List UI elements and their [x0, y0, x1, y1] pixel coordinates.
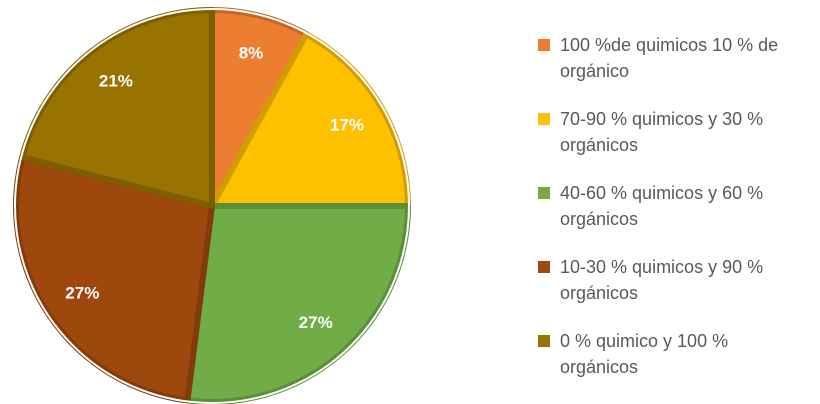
data-label: 8% — [239, 44, 264, 63]
pie-border — [14, 8, 410, 404]
pie-slice — [13, 154, 215, 404]
data-label: 27% — [299, 313, 333, 332]
legend-item: 100 %de quimicos 10 % de orgánico — [538, 32, 808, 84]
legend-label: 0 % quimico y 100 % orgánicos — [560, 331, 729, 377]
legend-item: 0 % quimico y 100 % orgánicos — [538, 328, 808, 380]
pie-slice — [19, 7, 215, 209]
legend-label: 70-90 % quimicos y 30 % orgánicos — [560, 109, 764, 155]
data-label: 21% — [99, 72, 133, 91]
legend-swatch — [538, 39, 550, 51]
legend-swatch — [538, 113, 550, 125]
legend-label: 100 %de quimicos 10 % de orgánico — [560, 35, 779, 81]
legend-label: 10-30 % quimicos y 90 % orgánicos — [560, 257, 764, 303]
data-label: 27% — [65, 284, 99, 303]
legend-label: 40-60 % quimicos y 60 % orgánicos — [560, 183, 764, 229]
legend-item: 10-30 % quimicos y 90 % orgánicos — [538, 254, 808, 306]
legend-swatch — [538, 335, 550, 347]
data-label: 17% — [330, 116, 364, 135]
pie-slice — [184, 203, 411, 404]
pie-slice — [209, 31, 411, 209]
legend-swatch — [538, 261, 550, 273]
legend-item: 70-90 % quimicos y 30 % orgánicos — [538, 106, 808, 158]
legend-item: 40-60 % quimicos y 60 % orgánicos — [538, 180, 808, 232]
legend-swatch — [538, 187, 550, 199]
legend: 100 %de quimicos 10 % de orgánico 70-90 %… — [538, 32, 808, 402]
